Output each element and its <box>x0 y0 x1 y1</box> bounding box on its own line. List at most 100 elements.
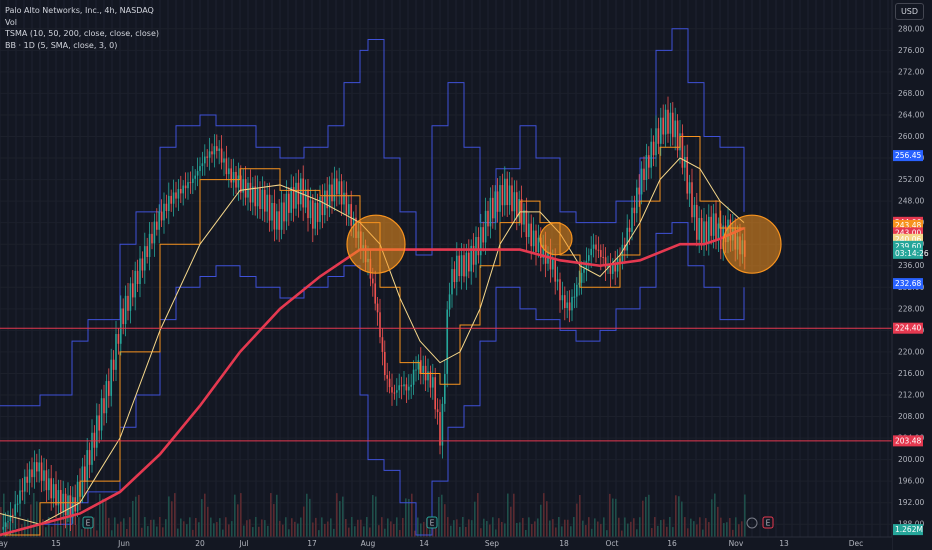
volume-indicator-label[interactable]: Vol <box>5 17 17 27</box>
candle-body <box>688 182 691 194</box>
time-tick-label: Jul <box>238 539 248 548</box>
candle-body <box>132 283 134 298</box>
candle-body <box>657 128 660 144</box>
candle-body <box>223 158 225 163</box>
candle-body <box>206 156 208 158</box>
time-tick-label: 16 <box>667 539 677 548</box>
volume-bar <box>597 521 599 537</box>
volume-bar <box>144 517 146 537</box>
volume-bar <box>102 498 104 537</box>
volume-bar <box>183 521 185 537</box>
candle-body <box>134 270 136 298</box>
candle-body <box>542 244 544 258</box>
currency-button[interactable]: USD <box>895 3 924 20</box>
candle-body <box>247 182 249 198</box>
candle-body <box>175 192 177 199</box>
tsma-indicator-label[interactable]: TSMA (10, 50, 200, close, close, close) <box>5 29 159 38</box>
price-tag-label: 240.06 <box>895 235 921 244</box>
volume-bar <box>237 504 239 537</box>
volume-bar <box>609 493 611 537</box>
price-tag-label: 239.60 <box>895 242 921 251</box>
volume-bar <box>129 517 131 537</box>
candle-body <box>139 258 141 284</box>
volume-bar <box>309 498 311 537</box>
candle-body <box>230 168 232 183</box>
candle-body <box>321 196 324 216</box>
candle-body <box>187 182 189 189</box>
candle-body <box>16 503 19 505</box>
candle-body <box>496 191 499 212</box>
volume-bar <box>360 519 362 537</box>
candle-body <box>268 194 271 221</box>
volume-bar <box>258 526 260 537</box>
volume-bar <box>558 517 560 537</box>
volume-bar <box>642 500 644 537</box>
candle-body <box>484 210 487 243</box>
candle-body <box>456 255 458 283</box>
volume-bar <box>630 521 632 537</box>
candle-body <box>501 185 504 206</box>
volume-bar <box>522 517 524 537</box>
volume-bar <box>564 519 566 537</box>
candle-body <box>655 128 657 156</box>
candle-body <box>74 497 76 512</box>
price-tag: 1.262M <box>893 524 923 536</box>
volume-bar <box>189 517 191 537</box>
candle-body <box>530 223 532 247</box>
volume-bar <box>207 506 209 537</box>
volume-bar <box>108 517 110 537</box>
candle-body <box>88 450 91 465</box>
candle-body <box>564 295 566 309</box>
candle-body <box>460 255 463 277</box>
price-tick-label: 260.00 <box>898 132 924 141</box>
volume-bar <box>693 521 695 537</box>
candle-body <box>686 156 688 194</box>
candle-body <box>194 175 196 179</box>
volume-bar <box>279 520 281 537</box>
candle-body <box>336 178 338 195</box>
volume-bar <box>75 524 77 537</box>
volume-bar <box>105 498 107 537</box>
candle-body <box>453 269 456 283</box>
volume-bar <box>126 529 128 537</box>
volume-bar <box>549 520 551 537</box>
candle-body <box>643 168 645 180</box>
volume-bar <box>147 526 149 537</box>
candle-body <box>559 279 561 301</box>
volume-bar <box>378 525 380 537</box>
volume-bar <box>480 528 482 537</box>
candle-body <box>664 109 667 135</box>
candle-body <box>705 221 708 243</box>
price-tick-label: 220.00 <box>898 347 924 356</box>
volume-bar <box>450 525 452 537</box>
candle-body <box>12 514 14 516</box>
candle-body <box>350 204 352 226</box>
volume-bar <box>54 519 56 537</box>
candle-body <box>489 197 492 227</box>
candle-body <box>384 351 386 376</box>
candle-body <box>703 221 705 243</box>
ma-mid-line <box>0 157 745 525</box>
volume-bar <box>669 517 671 537</box>
candle-body <box>316 202 319 222</box>
symbol-title[interactable]: Palo Alto Networks, Inc., 4h, NASDAQ <box>5 6 154 15</box>
volume-bar <box>633 518 635 537</box>
candle-body <box>595 244 597 250</box>
volume-bar <box>300 517 302 537</box>
earnings-marker-label: E <box>430 519 435 528</box>
candle-body <box>528 223 530 238</box>
volume-bar <box>726 522 728 537</box>
candle-body <box>112 359 115 370</box>
candle-body <box>674 120 676 138</box>
bb-indicator-label[interactable]: BB · 1D (5, SMA, close, 3, 0) <box>5 40 118 50</box>
volume-bar <box>180 518 182 537</box>
candle-body <box>636 187 638 214</box>
volume-bar <box>471 520 473 537</box>
volume-bar <box>570 526 572 537</box>
candle-body <box>554 259 556 282</box>
candle-body <box>374 283 376 304</box>
candle-body <box>283 202 285 222</box>
candle-body <box>393 392 396 394</box>
candle-body <box>170 195 172 204</box>
